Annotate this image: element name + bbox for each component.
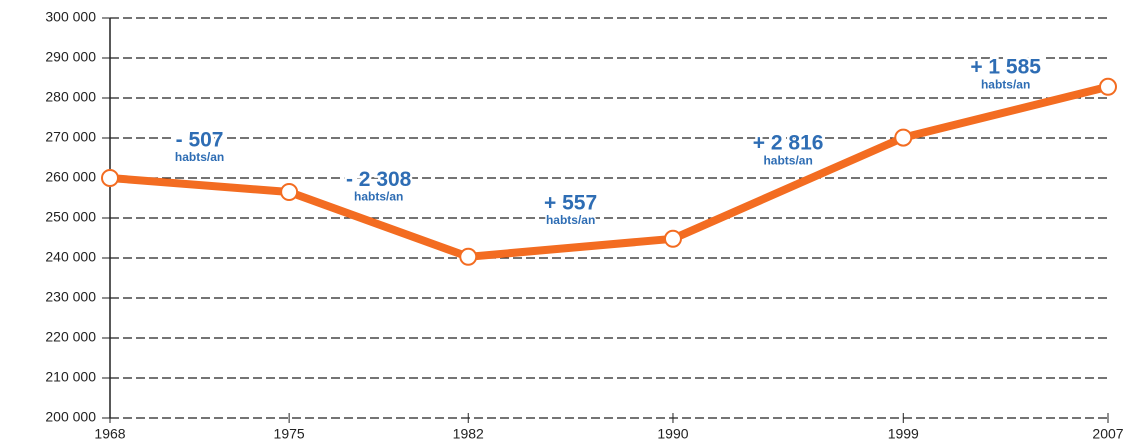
annotation-value: - 2 308 <box>346 168 412 191</box>
point <box>894 128 913 147</box>
x-tick-label: 1968 <box>94 426 125 442</box>
point <box>1099 77 1117 96</box>
y-tick-label: 300 000 <box>45 9 96 25</box>
y-tick-label: 270 000 <box>45 129 96 145</box>
y-tick-label: 210 000 <box>45 369 96 385</box>
y-tick-label: 250 000 <box>45 209 96 225</box>
y-tick-label: 280 000 <box>45 89 96 105</box>
y-tick-label: 240 000 <box>45 249 96 265</box>
x-tick-label: 1990 <box>657 426 688 442</box>
x-tick-label: 1975 <box>274 426 305 442</box>
annotation-unit: habts/an <box>981 77 1030 91</box>
x-tick-label: 1999 <box>888 426 919 442</box>
annotation-value: + 557 <box>544 191 597 214</box>
point <box>663 229 682 248</box>
annotation-value: - 507 <box>176 129 224 152</box>
line <box>109 82 1109 261</box>
y-tick-label: 290 000 <box>45 49 96 65</box>
annotation-unit: habts/an <box>763 153 812 167</box>
y-tick-label: 230 000 <box>45 289 96 305</box>
annotation-value: + 1 585 <box>970 56 1041 79</box>
y-tick-label: 260 000 <box>45 169 96 185</box>
point <box>280 183 299 201</box>
x-tick-label: 1982 <box>453 426 484 442</box>
y-tick-label: 200 000 <box>45 409 96 425</box>
annotation-unit: habts/an <box>175 150 224 164</box>
point <box>459 247 478 266</box>
annotation-value: + 2 816 <box>753 132 824 155</box>
annotation-unit: habts/an <box>546 213 595 227</box>
y-tick-label: 220 000 <box>45 329 96 345</box>
point <box>101 169 119 187</box>
annotation-unit: habts/an <box>354 190 403 204</box>
x-tick-label: 2007 <box>1092 426 1123 442</box>
